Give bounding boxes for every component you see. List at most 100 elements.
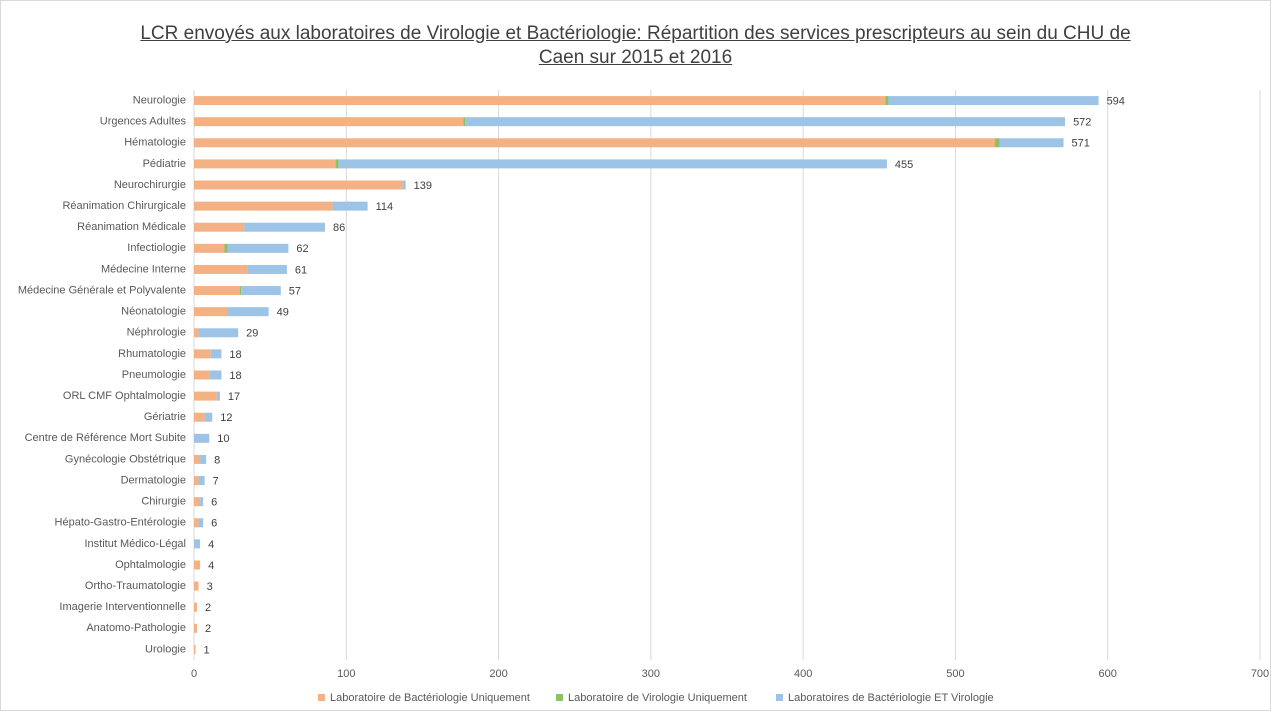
y-tick-label: Chirurgie [141,496,186,508]
total-label: 455 [895,159,913,171]
chart-title: LCR envoyés aux laboratoires de Virologi… [140,23,1131,68]
legend-label: Laboratoire de Virologie Uniquement [568,692,747,704]
bar-segment [194,96,886,106]
y-tick-label: Urologie [145,643,186,655]
y-tick-label: Ophtalmologie [115,559,186,571]
total-label: 2 [205,602,211,614]
y-tick-label: Néphrologie [127,327,186,339]
total-label: 6 [211,518,217,530]
bar-segment [227,307,269,317]
bar-segment [194,497,201,507]
y-tick-label: Centre de Référence Mort Subite [25,432,186,444]
bar-segment [194,412,205,422]
total-label: 571 [1072,138,1090,150]
bar-segment [227,243,289,253]
bar-segment [194,560,201,570]
bar-segment [194,391,217,401]
bar-segment [194,370,210,380]
y-tick-label: Dermatologie [121,474,186,486]
bar-segment [224,243,228,253]
bar-segment [198,518,204,528]
total-label: 62 [296,243,308,255]
legend-swatch [776,694,783,701]
bar-segment [198,476,205,486]
bar-segment [194,581,199,591]
bar-segment [885,96,889,106]
bar-segment [402,180,406,190]
bar-segment [194,623,198,633]
bar-segment [194,518,199,528]
legend-label: Laboratoires de Bactériologie ET Virolog… [788,692,994,704]
total-label: 114 [376,201,394,213]
total-label: 61 [295,264,307,276]
bar-segment [194,328,199,338]
bar-segment [888,96,1099,106]
x-tick-label: 600 [1099,668,1117,680]
total-label: 572 [1073,117,1091,129]
y-tick-label: Pédiatrie [143,158,186,170]
bar-segment [194,539,201,549]
total-label: 10 [217,433,229,445]
y-tick-label: Institut Médico-Légal [85,538,187,550]
bar-segment [210,349,222,359]
y-tick-label: ORL CMF Ophtalmologie [63,390,186,402]
x-tick-label: 500 [946,668,964,680]
total-label: 17 [228,391,240,403]
y-tick-label: Hépato-Gastro-Entérologie [55,517,186,529]
y-tick-label: Néonatologie [121,306,186,318]
total-label: 12 [220,412,232,424]
x-tick-label: 0 [191,668,197,680]
total-label: 3 [207,581,213,593]
y-tick-label: Ortho-Traumatologie [85,580,186,592]
bar-segment [241,286,281,296]
legend-swatch [318,694,325,701]
y-tick-label: Rhumatologie [118,348,186,360]
bar-segment [194,117,464,127]
total-label: 49 [277,307,289,319]
y-tick-label: Anatomo-Pathologie [86,622,186,634]
bar-segment [239,286,242,296]
y-tick-label: Infectiologie [127,242,186,254]
bar-segment [465,117,1066,127]
bar-segment [194,454,201,464]
total-label: 139 [414,180,432,192]
legend-label: Laboratoire de Bactériologie Uniquement [330,692,530,704]
bar-segment [204,412,213,422]
bar-segment [194,602,198,612]
bar-segment [194,349,211,359]
bar-segment [338,159,887,169]
bar-segment [194,159,336,169]
bar-segment [194,476,199,486]
total-label: 4 [208,539,214,551]
x-tick-label: 700 [1251,668,1269,680]
y-tick-label: Urgences Adultes [100,116,187,128]
bar-segment [335,159,339,169]
bar-segment [999,138,1064,148]
bar-segment [200,454,207,464]
total-label: 2 [205,623,211,635]
total-label: 1 [204,644,210,656]
bar-segment [216,391,220,401]
bar-segment [194,222,245,232]
bar-segment [244,222,325,232]
y-tick-label: Neurologie [133,94,186,106]
bar-segment [194,180,403,190]
bar-segment [198,328,239,338]
bar-segment [194,286,240,296]
y-tick-label: Réanimation Chirurgicale [62,200,186,212]
y-tick-label: Gynécologie Obstétrique [65,453,186,465]
bar-segment [194,138,996,148]
y-tick-label: Pneumologie [122,369,186,381]
bar-segment [194,644,196,654]
bar-segment [194,264,248,274]
total-label: 4 [208,560,214,572]
y-tick-label: Gériatrie [144,411,186,423]
x-tick-label: 300 [642,668,660,680]
bar-segment [194,433,210,443]
x-tick-label: 400 [794,668,812,680]
bar-segment [194,243,225,253]
bar-segment [209,370,222,380]
legend-swatch [556,694,563,701]
